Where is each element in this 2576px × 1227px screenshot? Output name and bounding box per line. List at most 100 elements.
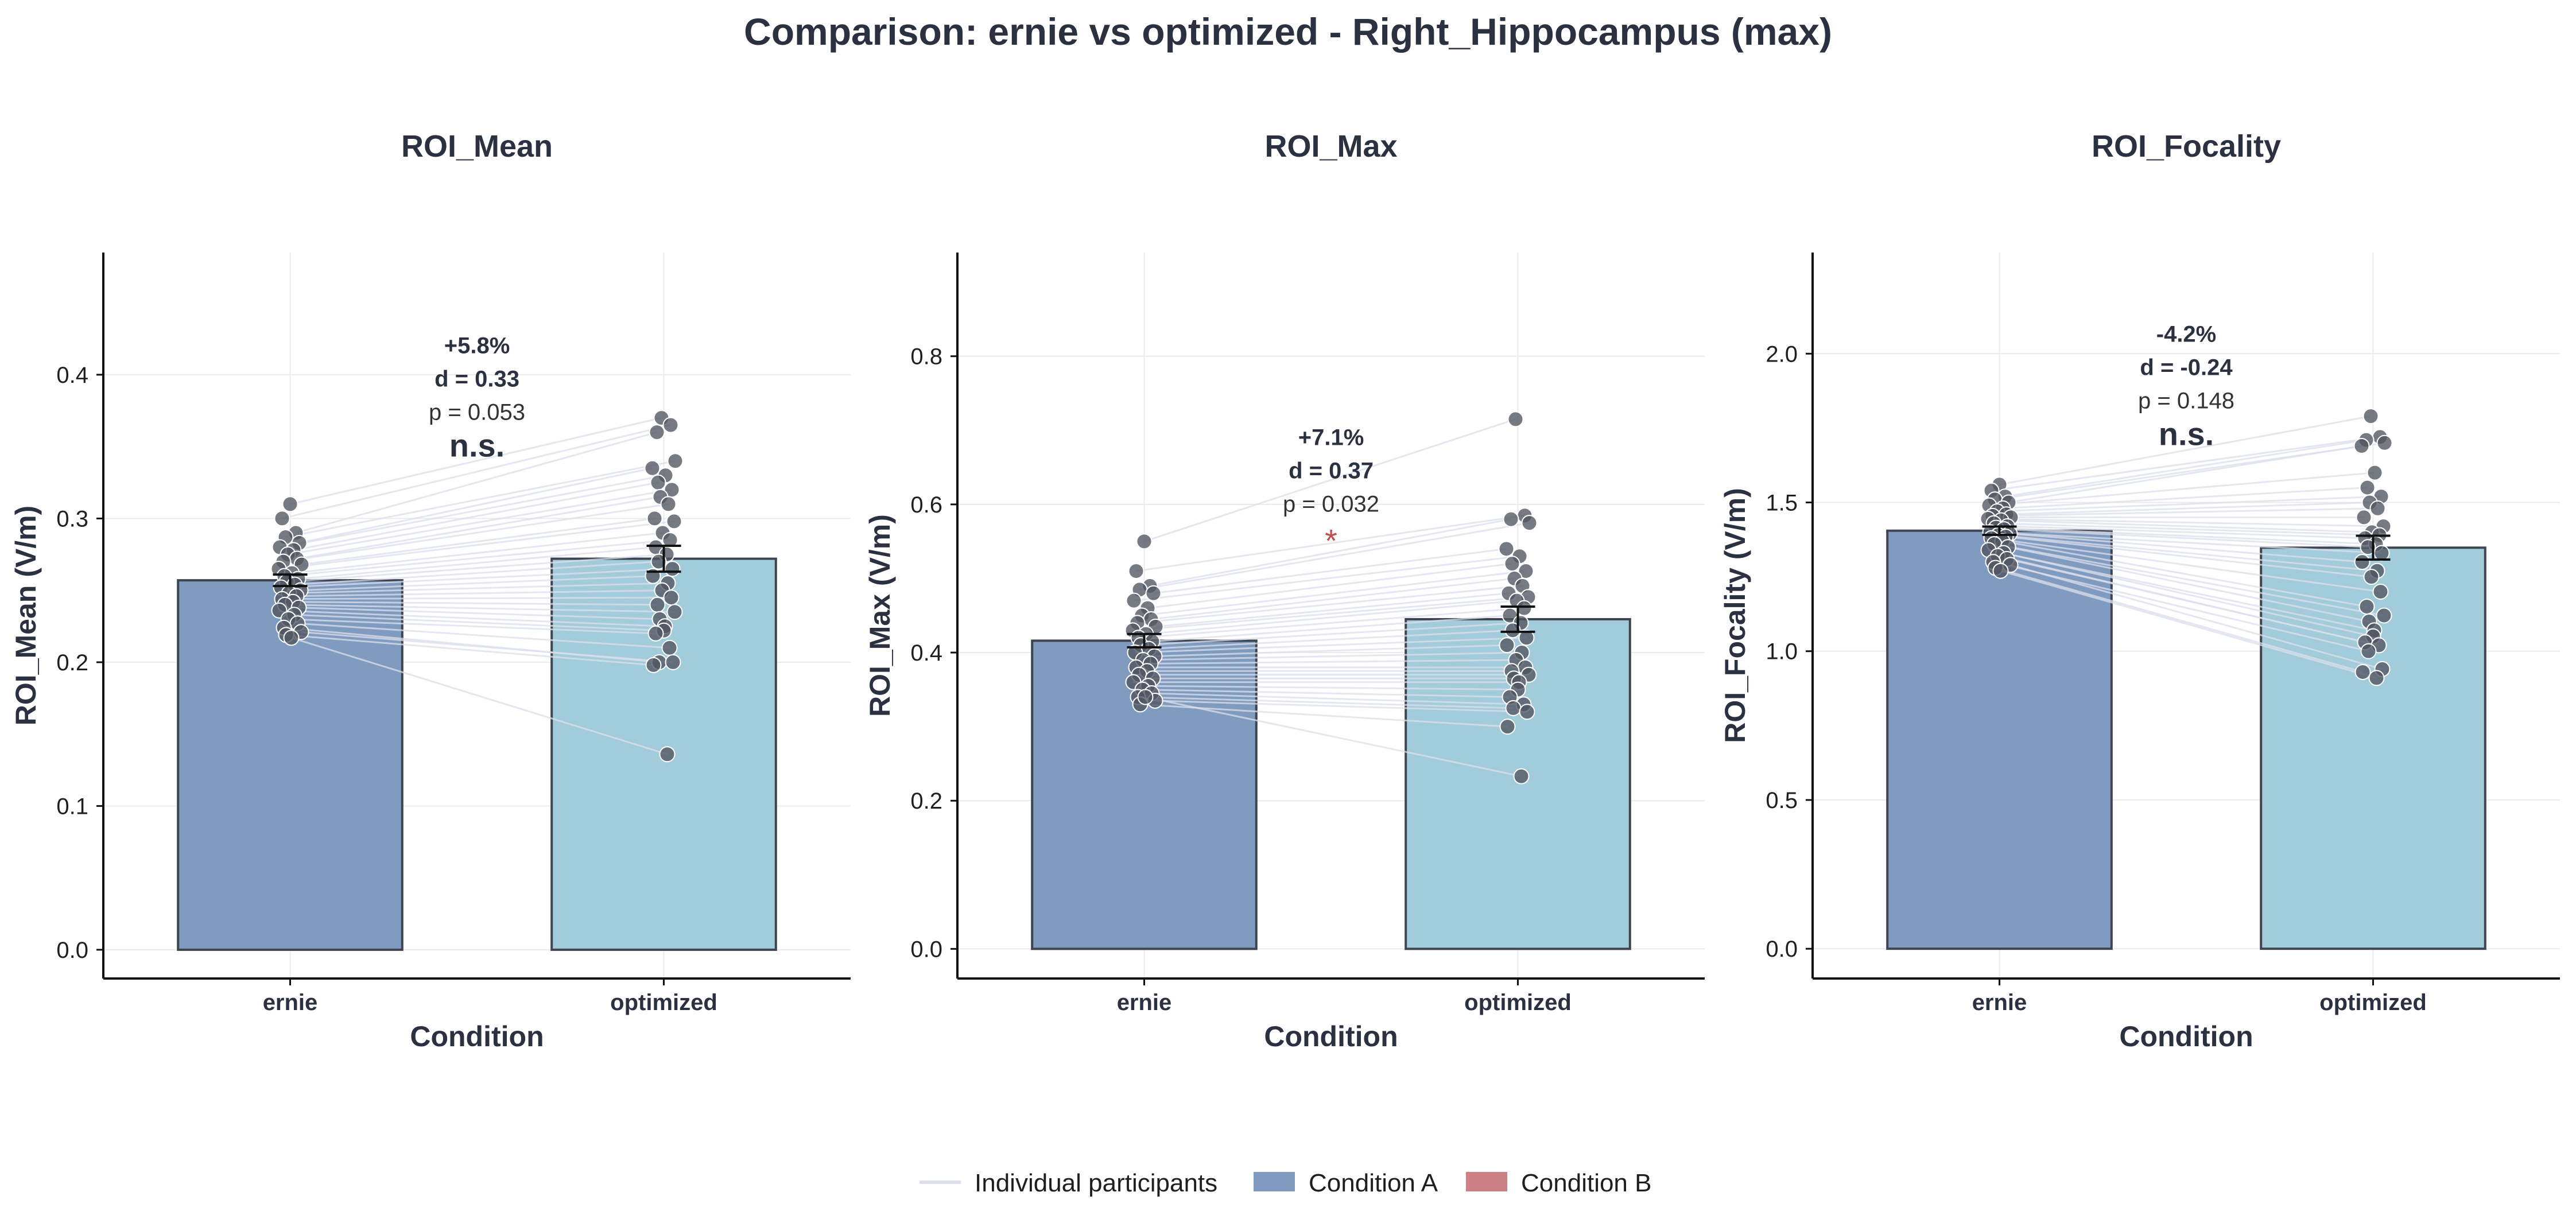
annotation-significance: * — [1325, 523, 1337, 559]
participant-point-ernie — [1126, 592, 1142, 609]
participant-line — [279, 609, 665, 627]
participant-point-optimized — [647, 625, 664, 642]
y-tick-label: 0.3 — [56, 506, 88, 531]
participant-point-optimized — [1498, 541, 1515, 557]
participant-line — [2006, 501, 2370, 515]
participant-point-optimized — [644, 460, 661, 476]
panel-title: ROI_Focality — [2092, 129, 2281, 164]
participant-line — [2008, 445, 2362, 503]
participant-point-optimized — [665, 654, 681, 670]
legend: Individual participants Condition A Condit… — [920, 1169, 1651, 1197]
participant-point-ernie — [1128, 563, 1145, 580]
y-tick-label: 0.2 — [910, 789, 942, 814]
x-tick-label: ernie — [263, 990, 318, 1015]
participant-point-optimized — [2369, 500, 2386, 517]
y-tick-label: 0.0 — [56, 938, 88, 963]
x-tick-label: optimized — [2319, 990, 2427, 1015]
y-axis-label: ROI_Mean (V/m) — [10, 506, 42, 725]
participant-line — [290, 417, 662, 505]
participant-point-optimized — [649, 596, 666, 613]
participant-line — [1153, 548, 1507, 595]
x-tick-label: ernie — [1117, 990, 1172, 1015]
participant-point-optimized — [646, 510, 663, 527]
participant-point-optimized — [666, 513, 682, 530]
annotation-percent-change: -4.2% — [2156, 322, 2217, 347]
participant-line — [285, 460, 676, 538]
legend-entry: Condition A — [1254, 1169, 1438, 1197]
participant-point-ernie — [274, 510, 290, 527]
participant-point-ernie — [283, 630, 300, 646]
participant-line — [1152, 615, 1510, 643]
participant-point-optimized — [2360, 643, 2377, 659]
participant-line — [1142, 689, 1510, 698]
participant-line — [293, 601, 658, 606]
y-tick-label: 0.2 — [56, 650, 88, 675]
participant-point-optimized — [1504, 622, 1521, 639]
participant-line — [289, 582, 668, 595]
participant-line — [297, 622, 670, 649]
participant-point-optimized — [2366, 464, 2383, 481]
participant-line — [278, 520, 674, 570]
participant-line — [1132, 596, 1528, 631]
participant-line — [298, 546, 656, 580]
participant-line — [298, 607, 660, 620]
y-tick-label: 0.5 — [1766, 788, 1798, 813]
annotation-p-value: p = 0.053 — [429, 399, 525, 425]
participant-point-optimized — [645, 657, 662, 673]
y-tick-label: 0.0 — [910, 937, 942, 962]
x-tick-label: optimized — [1464, 990, 1572, 1015]
participant-point-optimized — [2354, 664, 2371, 681]
panel-roi-mean: ROI_Mean 0.0 0.1 0.2 0.3 0.4 ernie optimized Con… — [10, 129, 851, 1053]
y-axis-label: ROI_Max (V/m) — [864, 514, 896, 717]
annotation-significance: n.s. — [2159, 416, 2214, 452]
participant-line — [2007, 525, 2365, 539]
annotation-p-value: p = 0.032 — [1283, 492, 1379, 517]
participant-line — [1999, 415, 2371, 486]
participant-point-ernie — [1145, 585, 1162, 601]
participant-point-optimized — [2359, 479, 2376, 496]
participant-point-optimized — [661, 639, 678, 656]
y-tick-label: 1.0 — [1766, 639, 1798, 665]
participant-point-optimized — [2368, 670, 2385, 686]
participant-line — [1148, 685, 1518, 691]
participant-point-optimized — [1513, 768, 1530, 785]
participant-point-optimized — [664, 561, 681, 577]
participant-line — [291, 636, 668, 755]
participant-line — [285, 604, 675, 613]
participant-line — [299, 467, 653, 544]
participant-line — [2005, 535, 2372, 578]
participant-line — [2008, 546, 2369, 623]
participant-line — [296, 431, 657, 534]
participant-line — [1149, 629, 1513, 650]
participant-line — [1147, 562, 1512, 609]
participant-line — [1144, 418, 1516, 542]
participant-line — [1151, 692, 1524, 705]
participant-line — [1155, 592, 1509, 628]
participant-line — [297, 496, 661, 560]
participant-point-optimized — [1507, 411, 1524, 428]
participant-line — [1994, 543, 2384, 616]
participant-line — [300, 575, 653, 592]
participant-point-optimized — [2363, 569, 2380, 585]
x-axis-label: Condition — [2119, 1020, 2253, 1053]
participant-line — [1996, 527, 2376, 545]
participant-point-optimized — [2376, 607, 2392, 624]
participant-point-optimized — [1499, 719, 1516, 735]
participant-line — [284, 539, 670, 577]
legend-patch-swatch — [1254, 1172, 1295, 1191]
participant-point-optimized — [1503, 511, 1519, 527]
participant-point-optimized — [1499, 637, 1515, 654]
annotation-effect-size: d = -0.24 — [2140, 355, 2233, 380]
participant-line — [1135, 636, 1527, 654]
participant-point-optimized — [2372, 584, 2389, 600]
x-axis-label: Condition — [410, 1020, 544, 1053]
y-tick-label: 0.8 — [910, 344, 942, 370]
participant-line — [301, 517, 655, 566]
y-tick-label: 0.6 — [910, 492, 942, 518]
participant-line — [2009, 533, 2362, 563]
y-tick-label: 0.0 — [1766, 937, 1798, 962]
participant-line — [283, 503, 669, 563]
participant-line — [292, 531, 663, 574]
y-axis-label: ROI_Focality (V/m) — [1719, 488, 1751, 743]
participant-point-optimized — [649, 424, 665, 441]
